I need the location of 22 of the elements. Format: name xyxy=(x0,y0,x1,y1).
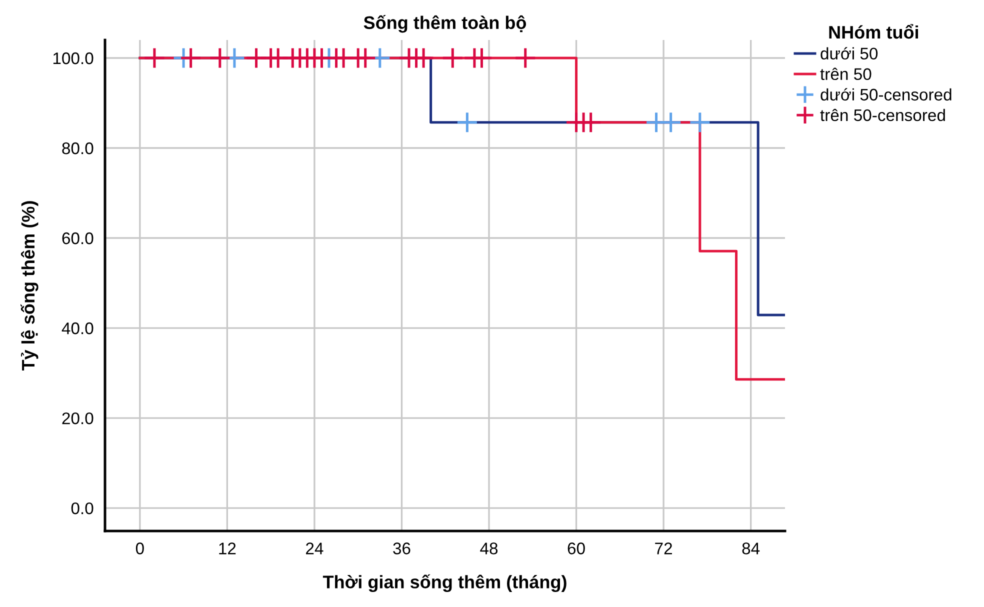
chart-title: Sống thêm toàn bộ xyxy=(364,15,526,33)
y-tick-label: 40.0 xyxy=(62,322,94,334)
legend-label: trên 50 xyxy=(820,68,872,80)
y-tick-label: 100.0 xyxy=(53,52,94,64)
legend-label: dưới 50-censored xyxy=(820,88,952,101)
x-tick-label: 0 xyxy=(136,542,144,554)
y-tick-label: 80.0 xyxy=(62,142,94,154)
x-tick-label: 84 xyxy=(742,542,760,554)
y-tick-label: 20.0 xyxy=(62,412,94,424)
x-tick-label: 24 xyxy=(306,542,324,554)
x-axis-title: Thời gian sống thêm (tháng) xyxy=(322,574,566,592)
y-tick-label: 60.0 xyxy=(62,232,94,244)
x-tick-label: 48 xyxy=(480,542,498,554)
x-tick-label: 72 xyxy=(655,542,672,554)
x-tick-label: 36 xyxy=(393,542,410,554)
y-axis-title: Tỷ lệ sống thêm (%) xyxy=(20,201,38,371)
x-tick-label: 60 xyxy=(568,542,585,554)
x-tick-label: 12 xyxy=(219,542,236,554)
y-tick-label: 0.0 xyxy=(71,502,94,514)
legend-title: NHóm tuổi xyxy=(829,24,918,39)
legend-label: dưới 50 xyxy=(820,47,878,60)
legend-label: trên 50-censored xyxy=(820,108,945,122)
